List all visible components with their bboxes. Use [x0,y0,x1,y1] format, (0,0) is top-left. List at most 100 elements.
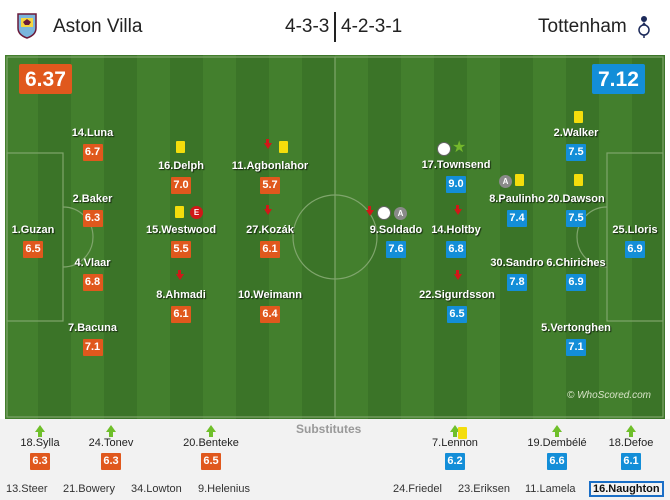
player-away-lloris[interactable]: 25.Lloris 6.9 [607,224,663,258]
yellow-card-icon [574,111,583,123]
aston-villa-crest-icon [17,13,37,39]
unused-sub-friedel[interactable]: 24.Friedel [393,483,442,495]
player-home-guzan[interactable]: 1.Guzan 6.5 [5,224,61,258]
player-home-delph[interactable]: 16.Delph 7.0 [151,160,211,194]
subbed-on-arrow-icon [422,425,488,437]
sub-name: 7.Lennon [432,437,478,449]
player-rating: 6.3 [82,210,103,227]
substitutes-title: Substitutes [296,422,362,436]
away-formation: 4-2-3-1 [341,16,403,37]
player-rating: 6.9 [566,274,586,291]
sub-name: 24.Tonev [88,437,134,449]
subbed-on-arrow-icon [10,425,70,437]
subbed-off-arrow-icon [454,205,462,215]
sub-name: 18.Sylla [20,437,60,449]
subbed-off-arrow-icon [366,206,374,216]
formation-divider [334,12,336,42]
away-team-rating: 7.12 [592,64,645,94]
player-name: 11.Agbonlahor [231,160,309,172]
sub-rating: 6.6 [547,453,567,470]
player-home-bacuna[interactable]: 7.Bacuna 7.1 [65,322,120,356]
player-rating: 7.4 [507,210,527,227]
player-name: 8.Paulinho [489,193,545,205]
sub-away-defoe[interactable]: 18.Defoe 6.1 [600,425,662,470]
home-team-name[interactable]: Aston Villa [53,16,143,37]
player-name: 8.Ahmadi [156,289,206,301]
subbed-on-arrow-icon [80,425,142,437]
player-home-vlaar[interactable]: 4.Vlaar 6.8 [65,257,120,291]
sub-home-tonev[interactable]: 24.Tonev 6.3 [80,425,142,470]
player-rating: 9.0 [446,176,466,193]
tottenham-cockerel-icon [638,16,650,38]
subbed-on-arrow-icon [176,425,246,437]
yellow-card-icon [176,141,185,153]
home-formation: 4-3-3 [285,16,330,37]
yellow-card-icon [515,174,524,186]
player-rating: 7.6 [386,241,406,258]
player-away-holtby[interactable]: 14.Holtby 6.8 [425,224,487,258]
goal-ball-icon [377,206,391,220]
pitch: 6.37 7.12 © WhoScored.com 14.Luna 6.7 2.… [5,55,665,419]
player-away-sigurdsson[interactable]: 22.Sigurdsson 6.5 [405,289,509,323]
player-name: 4.Vlaar [74,257,111,269]
substitutes-panel: Substitutes 18.Sylla 6.3 24.Tonev 6.3 20… [0,419,670,500]
player-away-chiriches[interactable]: 6.Chiriches 6.9 [537,257,615,291]
pitch-markings [5,55,665,419]
unused-sub-steer[interactable]: 13.Steer [6,483,48,495]
unused-sub-bowery[interactable]: 21.Bowery [63,483,115,495]
player-away-sandro[interactable]: 30.Sandro 7.8 [485,257,549,291]
yellow-card-icon [279,141,288,153]
unused-sub-naughton-selected[interactable]: 16.Naughton [589,481,664,497]
player-rating: 6.8 [446,241,466,258]
sub-home-benteke[interactable]: 20.Benteke 6.5 [176,425,246,470]
player-rating: 6.5 [447,306,467,323]
assist-icon: A [394,207,407,220]
subbed-off-arrow-icon [264,139,272,149]
subbed-off-arrow-icon [264,205,272,215]
player-home-luna[interactable]: 14.Luna 6.7 [65,127,120,161]
player-away-soldado[interactable]: 9.Soldado 7.6 [363,224,429,258]
away-team-name[interactable]: Tottenham [538,16,627,37]
player-home-westwood[interactable]: 15.Westwood 5.5 [145,224,217,258]
player-rating: 5.7 [260,177,280,194]
player-rating: 7.0 [171,177,191,194]
player-name: 22.Sigurdsson [419,289,495,301]
sub-name: 19.Dembélé [527,437,587,449]
sub-rating: 6.5 [201,453,221,470]
player-rating: 6.5 [23,241,43,258]
player-home-ahmadi[interactable]: 8.Ahmadi 6.1 [151,289,211,323]
player-name: 27.Kozák [246,224,294,236]
player-name: 10.Weimann [238,289,302,301]
player-name: 25.Lloris [612,224,658,236]
player-name: 16.Delph [158,160,204,172]
player-home-agbonlahor[interactable]: 11.Agbonlahor 5.7 [231,160,309,194]
sub-home-sylla[interactable]: 18.Sylla 6.3 [10,425,70,470]
sub-name: 20.Benteke [183,437,239,449]
unused-sub-lamela[interactable]: 11.Lamela [525,483,576,495]
unused-sub-helenius[interactable]: 9.Helenius [198,483,250,495]
player-rating: 6.7 [82,144,103,161]
unused-sub-lowton[interactable]: 34.Lowton [131,483,182,495]
player-away-vertonghen[interactable]: 5.Vertonghen 7.1 [529,322,623,356]
player-home-kozak[interactable]: 27.Kozák 6.1 [241,224,299,258]
player-rating: 6.4 [260,306,280,323]
player-name: 30.Sandro [490,257,544,269]
sub-away-lennon[interactable]: 7.Lennon 6.2 [422,425,488,470]
player-home-baker[interactable]: 2.Baker 6.3 [65,193,120,227]
player-away-dawson[interactable]: 20.Dawson 7.5 [541,193,611,227]
unused-sub-eriksen[interactable]: 23.Eriksen [458,483,510,495]
subbed-on-arrow-icon [600,425,662,437]
player-away-walker[interactable]: 2.Walker 7.5 [546,127,606,161]
player-home-weimann[interactable]: 10.Weimann 6.4 [237,289,303,323]
yellow-card-icon [458,427,467,439]
player-name: 2.Walker [553,127,599,139]
sub-away-dembele[interactable]: 19.Dembélé 6.6 [517,425,597,470]
yellow-card-icon [574,174,583,186]
player-away-townsend[interactable]: 17.Townsend 9.0 [411,159,501,193]
whoscored-watermark: © WhoScored.com [566,390,651,401]
subbed-off-arrow-icon [454,270,462,280]
player-name: 17.Townsend [421,159,491,171]
player-rating: 6.1 [260,241,280,258]
player-away-paulinho[interactable]: 8.Paulinho 7.4 [483,193,551,227]
player-rating: 7.5 [566,144,586,161]
